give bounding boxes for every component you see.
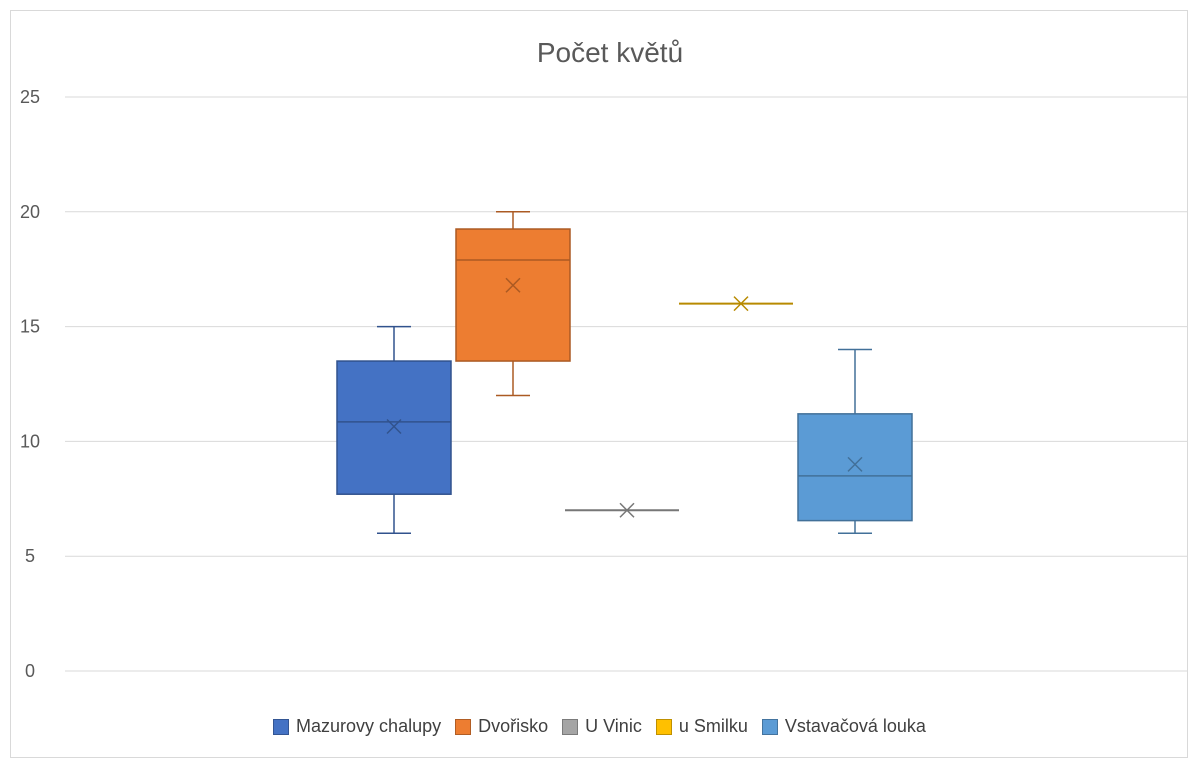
chart-title: Počet květů	[537, 37, 683, 68]
chart-frame	[10, 10, 1188, 758]
legend-item: u Smilku	[655, 716, 748, 737]
mean-marker	[619, 502, 635, 518]
box-series-group	[336, 211, 913, 534]
mean-marker	[847, 456, 863, 472]
legend-label: Mazurovy chalupy	[296, 716, 442, 736]
y-tick-label: 10	[20, 431, 40, 451]
box-series	[455, 211, 571, 397]
box-iqr	[336, 360, 452, 495]
legend: Mazurovy chalupy Dvořisko U Vinic u Smilku V…	[0, 716, 1199, 737]
mean-marker	[733, 296, 749, 312]
legend-item: Mazurovy chalupy	[273, 716, 441, 737]
legend-item: Dvořisko	[455, 716, 548, 737]
y-tick-label: 25	[20, 87, 40, 107]
gridlines	[65, 96, 1188, 672]
y-tick-label: 0	[25, 661, 35, 681]
y-tick-label: 15	[20, 317, 40, 337]
box-iqr	[455, 228, 571, 362]
legend-swatch	[562, 718, 579, 735]
box-series	[679, 296, 793, 312]
box-iqr	[797, 413, 913, 522]
y-tick-label: 20	[20, 202, 40, 222]
y-axis-tick-labels: 0 5 10 15 20 25	[20, 87, 40, 681]
legend-label: u Smilku	[678, 716, 748, 736]
legend-swatch	[455, 718, 472, 735]
legend-label: Vstavačová louka	[784, 716, 926, 736]
box-series	[336, 325, 452, 534]
y-tick-label: 5	[25, 546, 35, 566]
legend-swatch	[761, 718, 778, 735]
legend-item: Vstavačová louka	[761, 716, 926, 737]
legend-label: U Vinic	[585, 716, 642, 736]
legend-swatch	[273, 718, 290, 735]
mean-marker	[505, 277, 521, 293]
legend-label: Dvořisko	[478, 716, 549, 736]
mean-marker	[386, 418, 402, 435]
box-series	[797, 348, 913, 534]
legend-item: U Vinic	[562, 716, 642, 737]
box-series	[565, 502, 679, 518]
legend-swatch	[655, 718, 672, 735]
